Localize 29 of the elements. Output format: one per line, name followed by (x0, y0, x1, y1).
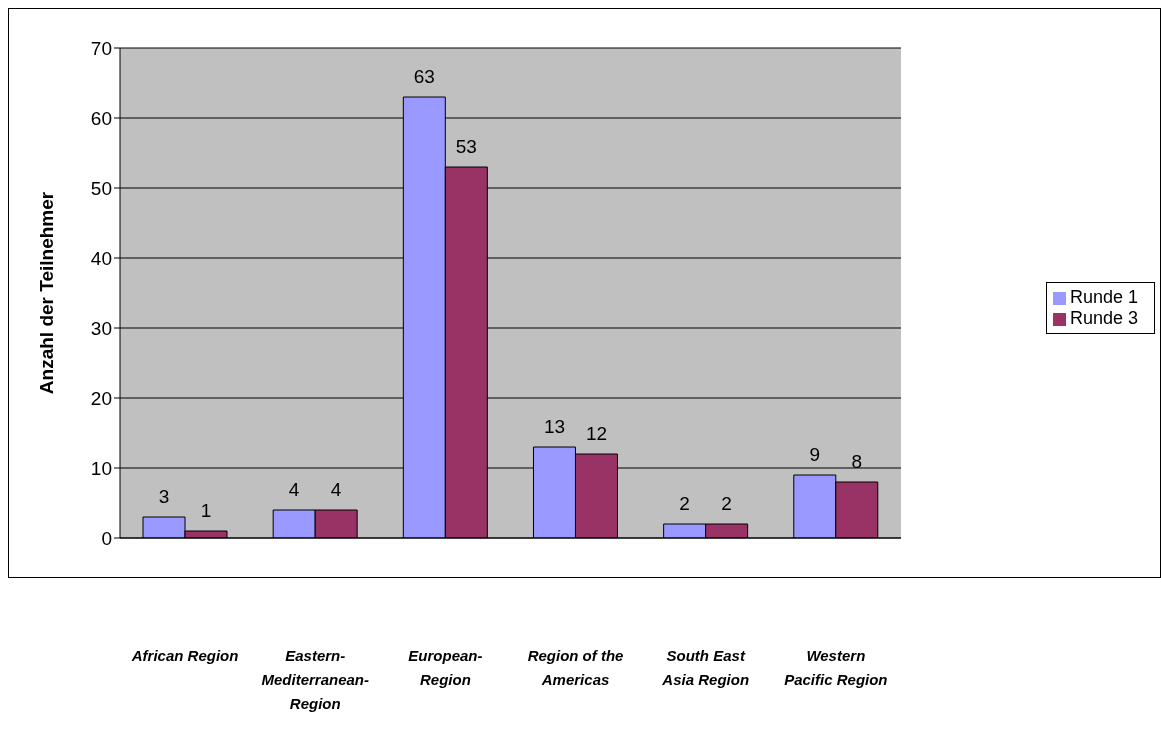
legend-label: Runde 3 (1069, 308, 1138, 328)
y-tick-label: 0 (101, 527, 112, 549)
data-label: 2 (679, 493, 690, 514)
data-label: 4 (330, 479, 342, 500)
y-tick-label: 50 (90, 177, 112, 199)
data-label: 9 (809, 444, 821, 465)
y-tick-label: 30 (90, 317, 112, 339)
data-label: 8 (851, 451, 863, 472)
data-label: 3 (158, 486, 170, 507)
y-tick-label: 70 (90, 37, 112, 59)
y-tick-label: 20 (90, 387, 112, 409)
data-label: 13 (543, 416, 566, 437)
y-tick-label: 40 (90, 247, 112, 269)
data-label: 63 (413, 66, 435, 87)
data-label: 12 (585, 423, 608, 444)
x-tick-label: Western Pacific Region (784, 647, 888, 688)
x-tick-label: Region of the Americas (527, 647, 624, 688)
x-tick-label: South East Asia Region (661, 647, 750, 688)
x-tick-label: Eastern-Mediterranean-Region (261, 647, 369, 712)
data-label: 53 (455, 136, 477, 157)
legend-label: Runde 1 (1069, 287, 1138, 307)
data-label: 4 (288, 479, 300, 500)
y-tick-label: 60 (90, 107, 112, 129)
y-tick-label: 10 (90, 457, 112, 479)
x-tick-label: African Region (130, 647, 239, 664)
data-label: 1 (200, 500, 212, 521)
data-label: 2 (721, 493, 732, 514)
y-axis-title: Anzahl der Teilnehmer (35, 191, 57, 395)
x-tick-label: European-Region (408, 647, 483, 688)
